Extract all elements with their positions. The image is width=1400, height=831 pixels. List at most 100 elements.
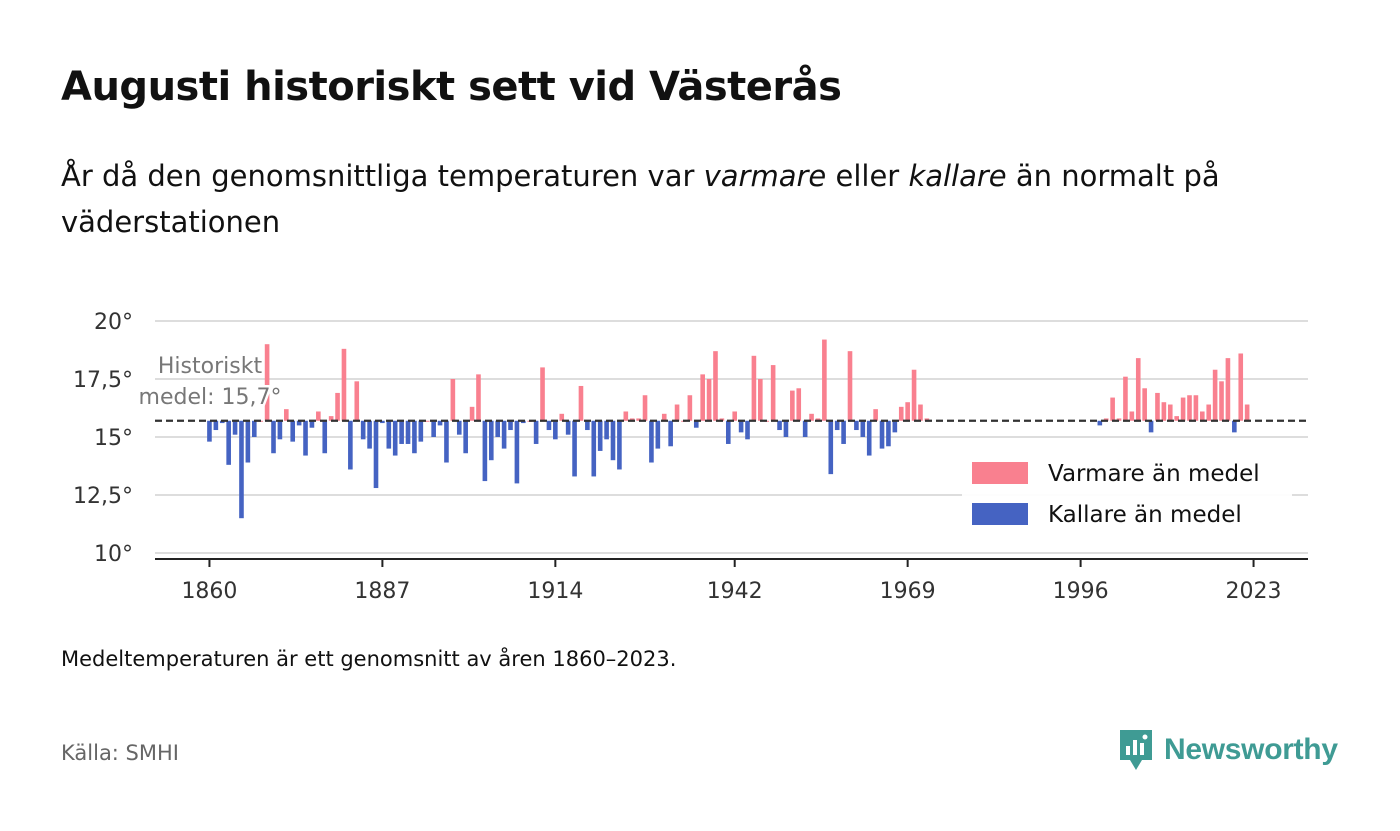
bar-warmer [1225,358,1231,421]
bar-warmer [623,411,629,421]
bar-warmer [335,392,340,421]
brand-logo[interactable]: Newsworthy [1118,728,1338,772]
bar-warmer [476,374,481,421]
bar-colder [892,420,898,433]
bar-colder [405,420,411,444]
bar-warmer [284,409,289,421]
bar-colder [610,420,616,461]
bar-colder [488,420,494,461]
bar-colder [373,420,379,489]
bar-warmer [674,404,680,421]
bar-warmer [687,395,693,421]
bar-warmer [1212,369,1218,421]
chart-labels: Historiskt medel: 15,7° [136,352,1308,422]
bar-colder [392,420,398,456]
bar-warmer [790,390,795,421]
bar-warmer [873,409,878,421]
bar-colder [367,420,372,449]
bar-warmer [1187,395,1192,421]
bar-colder [866,420,872,456]
bar-warmer [700,374,705,421]
x-tick-label: 1860 [181,579,237,604]
subtitle-emphasis-warmer: varmare [703,159,827,193]
bar-colder [277,420,283,440]
bar-colder [725,420,731,444]
bar-warmer [450,379,456,421]
bar-warmer [770,365,776,421]
bar-warmer [905,402,910,421]
bar-warmer [328,416,334,421]
baseline-label: Historiskt [158,354,263,379]
bar-colder [290,420,296,442]
axes: 10° 12,5° 15° 17,5° 20° 1860 1887 1914 1942 1969 1… [73,310,1308,604]
bar-colder [207,420,212,442]
chart-note: Medeltemperaturen är ett genomsnitt av å… [61,647,677,671]
bar-colder [495,420,500,437]
bar-colder [437,420,443,426]
bar-warmer [1103,418,1109,421]
bar-warmer [1180,397,1186,421]
bar-colder [860,420,866,437]
legend-swatch-colder [972,503,1028,525]
bar-colder [841,420,846,444]
y-tick-label: 12,5° [73,484,133,509]
bar-warmer [719,418,725,421]
bar-warmer [264,344,270,421]
bar-warmer [1200,411,1205,421]
bar-warmer [713,351,718,421]
bar-colder [777,420,782,431]
bar-warmer [918,404,923,421]
bar-warmer [1135,358,1141,421]
page-subtitle: År då den genomsnittliga temperaturen va… [61,153,1291,245]
bar-colder [617,420,622,470]
bar-warmer [732,411,738,421]
bar-colder [591,420,597,477]
bar-warmer [469,406,475,421]
bar-colder [1232,420,1237,433]
bar-colder [251,420,257,437]
bar-colder [834,420,840,431]
bar-warmer [706,379,712,421]
bar-warmer [1129,411,1135,421]
bar-colder [565,420,571,435]
bar-colder [296,420,302,426]
y-tick-label: 15° [94,426,133,451]
bar-colder [380,420,385,424]
bar-colder [322,420,328,454]
bar-colder [546,420,552,431]
x-tick-label: 1887 [354,579,410,604]
bar-colder [399,420,404,444]
bar-warmer [751,355,757,421]
bar-warmer [354,381,360,421]
bar-colder [386,420,392,449]
bar-colder [309,420,315,428]
bar-colder [533,420,539,444]
bar-colder [232,420,238,435]
bar-colder [597,420,603,451]
bar-warmer [1174,416,1179,421]
bar-colder [348,420,353,470]
bar-colder [508,420,513,431]
newsworthy-logo-icon [1120,730,1152,770]
bar-colder [303,420,308,456]
bar-colder [360,420,366,440]
bar-colder [245,420,251,463]
bar-warmer [540,367,545,421]
bar-warmer [822,339,827,421]
bar-warmer [924,418,930,421]
bar-colder [879,420,885,449]
bar-colder [783,420,789,437]
subtitle-text-1: År då den genomsnittliga temperaturen va… [61,159,704,193]
bar-colder [412,420,417,454]
bar-colder [1148,420,1154,433]
bar-colder [738,420,744,433]
bar-warmer [1206,404,1212,421]
bar-colder [572,420,577,477]
bar-warmer [1142,388,1147,421]
bar-warmer [578,385,584,421]
bar-warmer [1238,353,1244,421]
bar-warmer [815,418,821,421]
bar-colder [553,420,558,440]
bar-colder [213,420,219,431]
bar-colder [521,420,526,424]
